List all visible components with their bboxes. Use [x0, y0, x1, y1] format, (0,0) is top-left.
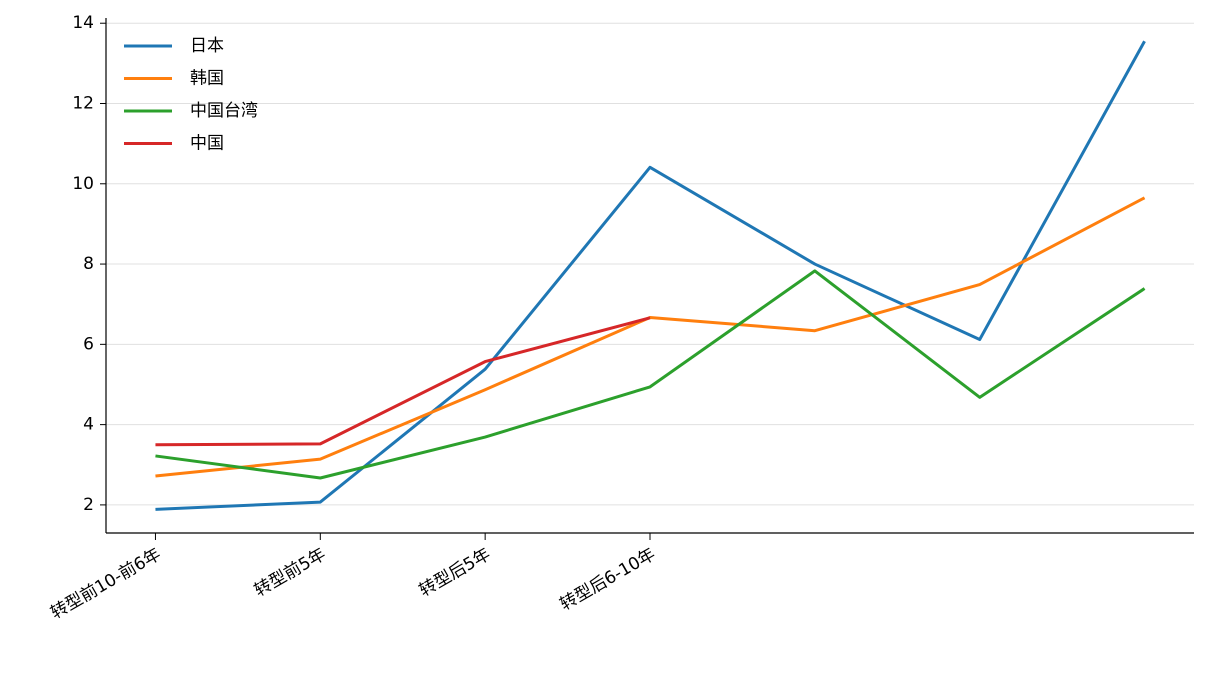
- y-tick-label: 14: [72, 13, 94, 33]
- y-tick-label: 8: [83, 254, 94, 274]
- x-tick-label: 转型后5年: [416, 544, 494, 601]
- data-line: [155, 316, 651, 447]
- legend-label: 中国: [190, 134, 224, 154]
- x-tick-label: 转型前5年: [251, 544, 329, 601]
- y-tick-label: 4: [83, 415, 94, 435]
- y-tick-label: 6: [83, 334, 94, 354]
- legend-label: 日本: [190, 36, 224, 56]
- data-line: [155, 196, 1146, 478]
- data-line: [155, 40, 1146, 511]
- x-tick-label: 转型前10-前6年: [47, 544, 164, 623]
- legend-label: 韩国: [190, 69, 224, 89]
- data-line: [155, 269, 1146, 480]
- y-tick-label: 2: [83, 495, 94, 515]
- x-tick-label: 转型后6-10年: [557, 544, 659, 615]
- legend-label: 中国台湾: [190, 101, 258, 121]
- y-tick-label: 12: [72, 93, 94, 113]
- y-tick-label: 10: [72, 174, 94, 194]
